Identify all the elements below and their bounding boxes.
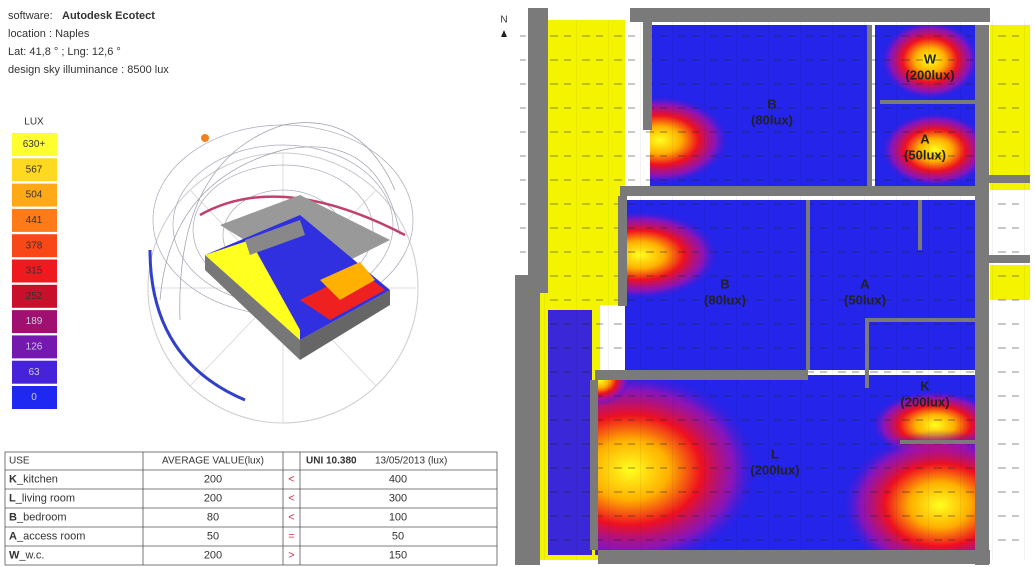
average-cell: 200 bbox=[204, 473, 222, 485]
software: Autodesk Ecotect bbox=[62, 10, 155, 22]
use-cell: A_access room bbox=[9, 530, 85, 542]
room-code: A bbox=[9, 530, 17, 542]
limit-cell: 150 bbox=[389, 549, 407, 561]
header-use: USE bbox=[9, 456, 30, 467]
use-cell: L_living room bbox=[9, 492, 75, 504]
use-cell: B_bedroom bbox=[9, 511, 67, 523]
average-cell: 80 bbox=[207, 511, 219, 523]
legend-label: 567 bbox=[26, 164, 43, 175]
room-lux: (50lux) bbox=[904, 147, 946, 162]
room-lux: (50lux) bbox=[844, 292, 886, 307]
room-label: K bbox=[920, 378, 930, 393]
room-lux: (80lux) bbox=[704, 292, 746, 307]
compare-cell: = bbox=[288, 530, 294, 542]
location: location : Naples bbox=[8, 28, 90, 40]
legend-label: 378 bbox=[26, 240, 43, 251]
room-label: A bbox=[860, 276, 870, 291]
use-cell: K_kitchen bbox=[9, 473, 58, 485]
limit-cell: 400 bbox=[389, 473, 407, 485]
limit-cell: 300 bbox=[389, 492, 407, 504]
legend: LUX 630+ 567 504 441 378 315 252 189 126 63 0 bbox=[12, 117, 57, 409]
room-name: _access room bbox=[16, 530, 85, 542]
legend-label: 0 bbox=[31, 392, 37, 403]
north-label: N bbox=[500, 15, 507, 26]
legend-label: 63 bbox=[28, 367, 40, 378]
header-standard: UNI 10.380 bbox=[306, 456, 357, 467]
room-name: _living room bbox=[15, 492, 75, 504]
floor-plan: N W(200lux)B(80lux)A(50lux)B(80lux)A(50l… bbox=[500, 8, 1035, 567]
sky-illuminance: design sky illuminance : 8500 lux bbox=[8, 64, 169, 76]
compare-cell: < bbox=[288, 473, 294, 485]
software-label: software: bbox=[8, 10, 53, 22]
compare-cell: < bbox=[288, 511, 294, 523]
legend-label: 189 bbox=[26, 316, 43, 327]
use-cell: W_w.c. bbox=[9, 549, 44, 561]
header-average: AVERAGE VALUE(lux) bbox=[162, 456, 264, 467]
room-name: _w.c. bbox=[18, 549, 44, 561]
room-name: _bedroom bbox=[16, 511, 67, 523]
room-label: W bbox=[924, 51, 937, 66]
limit-cell: 50 bbox=[392, 530, 404, 542]
room-lux: (200lux) bbox=[905, 67, 954, 82]
sun-path bbox=[148, 123, 418, 423]
average-cell: 50 bbox=[207, 530, 219, 542]
average-cell: 200 bbox=[204, 549, 222, 561]
average-cell: 200 bbox=[204, 492, 222, 504]
room-code: W bbox=[9, 549, 20, 561]
legend-label: 315 bbox=[26, 266, 43, 277]
legend-label: 630+ bbox=[23, 139, 46, 150]
compare-cell: > bbox=[288, 549, 294, 561]
legend-label: 252 bbox=[26, 291, 43, 302]
room-label: B bbox=[767, 96, 776, 111]
room-lux: (80lux) bbox=[751, 112, 793, 127]
table: USE AVERAGE VALUE(lux) UNI 10.380 13/05/… bbox=[5, 452, 497, 565]
room-label: A bbox=[920, 131, 930, 146]
room-lux: (200lux) bbox=[750, 462, 799, 477]
page: software: Autodesk Ecotect location : Na… bbox=[0, 0, 1035, 567]
legend-title: LUX bbox=[24, 117, 44, 128]
legend-label: 504 bbox=[26, 190, 43, 201]
room-lux: (200lux) bbox=[900, 394, 949, 409]
room-code: B bbox=[9, 511, 17, 523]
room-label: B bbox=[720, 276, 729, 291]
legend-label: 441 bbox=[26, 215, 43, 226]
header: software: Autodesk Ecotect location : Na… bbox=[8, 10, 169, 76]
legend-label: 126 bbox=[26, 342, 43, 353]
room-label: L bbox=[771, 446, 779, 461]
room-code: K bbox=[9, 473, 17, 485]
compare-cell: < bbox=[288, 492, 294, 504]
header-standard-note: 13/05/2013 (lux) bbox=[375, 456, 447, 467]
coordinates: Lat: 41,8 ° ; Lng: 12,6 ° bbox=[8, 46, 121, 58]
limit-cell: 100 bbox=[389, 511, 407, 523]
room-name: _kitchen bbox=[16, 473, 58, 485]
